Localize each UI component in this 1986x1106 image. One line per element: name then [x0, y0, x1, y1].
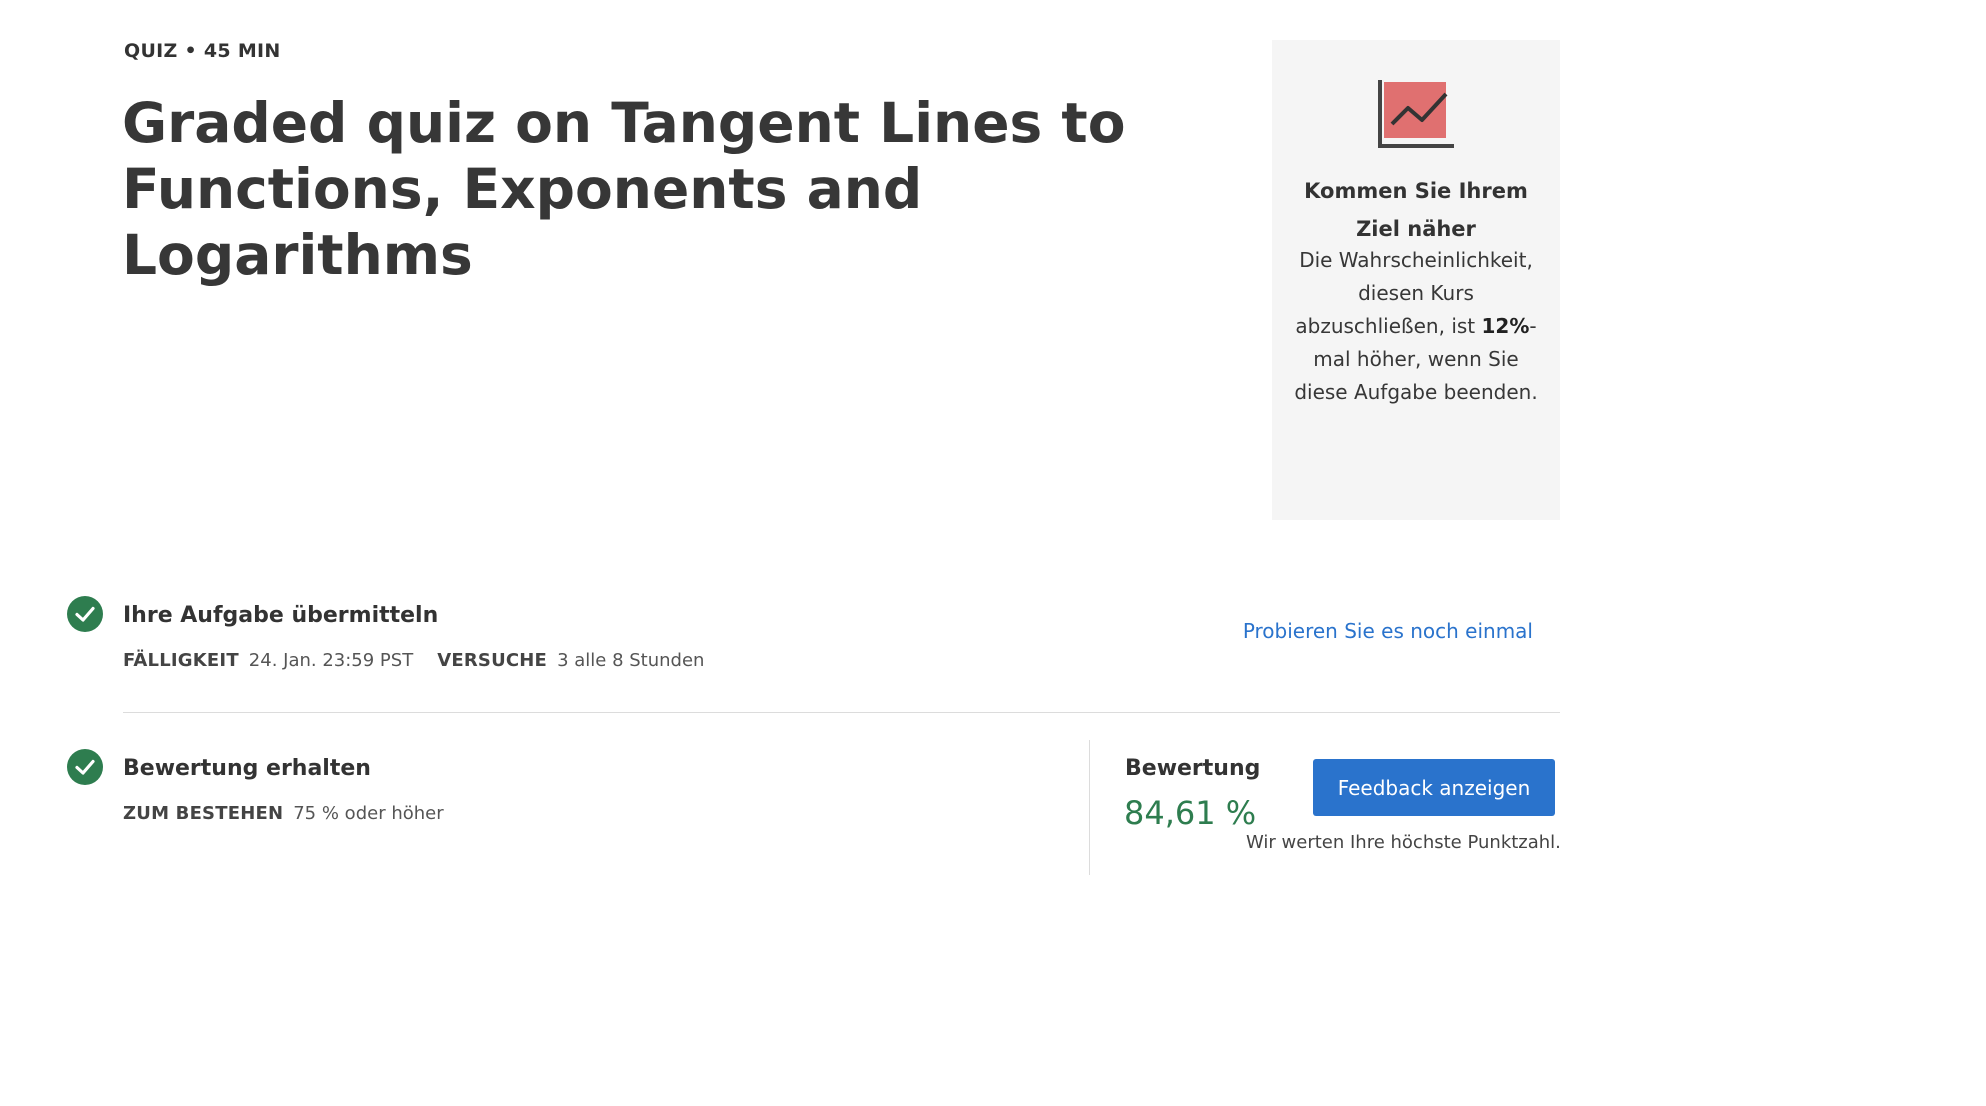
grade-note: Wir werten Ihre höchste Punktzahl. — [1246, 832, 1561, 853]
trend-chart-icon — [1378, 80, 1454, 148]
item-type-duration: QUIZ • 45 MIN — [124, 40, 281, 62]
promo-title: Kommen Sie Ihrem Ziel näher — [1304, 179, 1528, 241]
due-label: FÄLLIGKEIT — [123, 650, 239, 671]
submit-status-checkmark-icon — [67, 596, 103, 632]
view-feedback-button[interactable]: Feedback anzeigen — [1313, 759, 1555, 816]
due-value: 24. Jan. 23:59 PST — [248, 650, 414, 671]
submit-step-title: Ihre Aufgabe übermitteln — [123, 603, 439, 628]
goal-promo-panel: Kommen Sie Ihrem Ziel näher Die Wahrsche… — [1272, 40, 1560, 520]
promo-highlight: 12% — [1481, 314, 1530, 338]
pass-meta: ZUM BESTEHEN 75 % oder höher — [123, 803, 444, 824]
grade-divider — [1089, 740, 1090, 875]
grade-step-title: Bewertung erhalten — [123, 756, 371, 781]
promo-text-after: -mal höher, wenn Sie diese Aufgabe beend… — [1294, 314, 1538, 404]
grade-label: Bewertung — [1125, 756, 1261, 781]
attempts-label: VERSUCHE — [437, 650, 548, 671]
grade-status-checkmark-icon — [67, 749, 103, 785]
attempts-value: 3 alle 8 Stunden — [557, 650, 705, 671]
retry-link[interactable]: Probieren Sie es noch einmal — [1242, 619, 1533, 643]
section-divider — [123, 712, 1560, 713]
promo-text-before: Die Wahrscheinlichkeit, diesen Kurs abzu… — [1295, 248, 1533, 338]
grade-value: 84,61 % — [1124, 794, 1257, 832]
pass-label: ZUM BESTEHEN — [123, 803, 284, 824]
submit-meta: FÄLLIGKEIT 24. Jan. 23:59 PST VERSUCHE 3 al… — [123, 650, 704, 671]
pass-value: 75 % oder höher — [293, 803, 444, 824]
page-title: Graded quiz on Tangent Lines to Function… — [122, 91, 1126, 287]
promo-text: Die Wahrscheinlichkeit, diesen Kurs abzu… — [1290, 244, 1542, 409]
